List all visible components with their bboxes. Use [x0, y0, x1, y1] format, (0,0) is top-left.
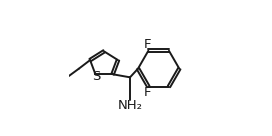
Text: F: F [144, 86, 152, 99]
Text: F: F [144, 38, 152, 51]
Text: NH₂: NH₂ [118, 99, 143, 112]
Text: S: S [92, 70, 101, 83]
